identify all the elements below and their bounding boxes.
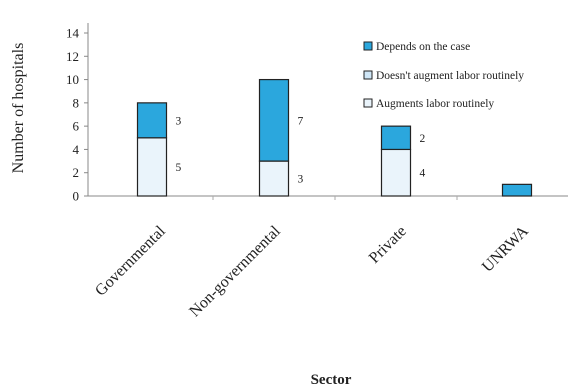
bar-segment — [258, 160, 290, 197]
legend-label: Doesn't augment labor routinely — [376, 70, 524, 82]
legend: Depends on the case Doesn't augment labor… — [363, 41, 524, 110]
axes — [87, 23, 568, 200]
plot-area — [88, 23, 568, 196]
legend-label: Augments labor routinely — [376, 98, 494, 110]
bar-value-label: 7 — [298, 115, 304, 127]
bar-value-label: 3 — [298, 174, 304, 186]
y-tick-label: 6 — [73, 119, 80, 134]
bar-segment — [380, 148, 412, 197]
bar-segment — [380, 125, 412, 151]
plot-background — [88, 23, 568, 196]
legend-label: Depends on the case — [376, 41, 470, 53]
x-category-label: Non-governmental — [186, 222, 284, 320]
legend-swatch — [363, 70, 373, 80]
x-category-labels: Governmental Non-governmental Private UNRWA — [92, 222, 532, 320]
x-category-label: UNRWA — [479, 222, 532, 275]
bar-value-label: 5 — [176, 162, 182, 174]
y-tick-label: 2 — [73, 165, 80, 180]
y-tick-label: 8 — [73, 95, 80, 110]
legend-swatch — [363, 98, 373, 108]
y-tick-label: 4 — [73, 142, 80, 157]
bar-value-label: 4 — [420, 168, 426, 180]
bar-segment — [136, 102, 168, 139]
bar-labels: 5 3 3 7 4 2 — [176, 115, 426, 185]
y-tick-label: 14 — [66, 26, 80, 41]
y-tick-label: 0 — [73, 189, 80, 204]
x-category-label: Private — [366, 223, 410, 267]
y-tick-label: 12 — [66, 49, 79, 64]
y-ticks: 0 2 4 6 8 10 12 14 — [66, 26, 88, 204]
y-axis-title: Number of hospitals — [10, 43, 27, 174]
bar-segment — [501, 183, 533, 197]
bar-segment — [258, 78, 290, 162]
bar-segment — [136, 137, 168, 197]
y-tick-label: 10 — [66, 72, 79, 87]
bar-value-label: 2 — [420, 133, 426, 145]
x-category-label: Governmental — [92, 222, 169, 299]
bar-value-label: 3 — [176, 115, 182, 127]
legend-swatch — [363, 41, 373, 51]
x-axis-title: Sector — [311, 372, 352, 388]
bars — [136, 78, 533, 197]
